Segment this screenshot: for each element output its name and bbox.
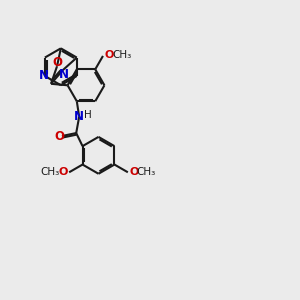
Text: H: H bbox=[84, 110, 92, 120]
Text: N: N bbox=[59, 68, 69, 81]
Text: O: O bbox=[52, 56, 62, 69]
Text: CH₃: CH₃ bbox=[40, 167, 60, 177]
Text: O: O bbox=[54, 130, 64, 142]
Text: N: N bbox=[38, 70, 48, 83]
Text: CH₃: CH₃ bbox=[137, 167, 156, 177]
Text: O: O bbox=[104, 50, 113, 60]
Text: CH₃: CH₃ bbox=[112, 50, 131, 60]
Text: N: N bbox=[74, 110, 84, 123]
Text: O: O bbox=[58, 167, 68, 177]
Text: O: O bbox=[129, 167, 138, 177]
